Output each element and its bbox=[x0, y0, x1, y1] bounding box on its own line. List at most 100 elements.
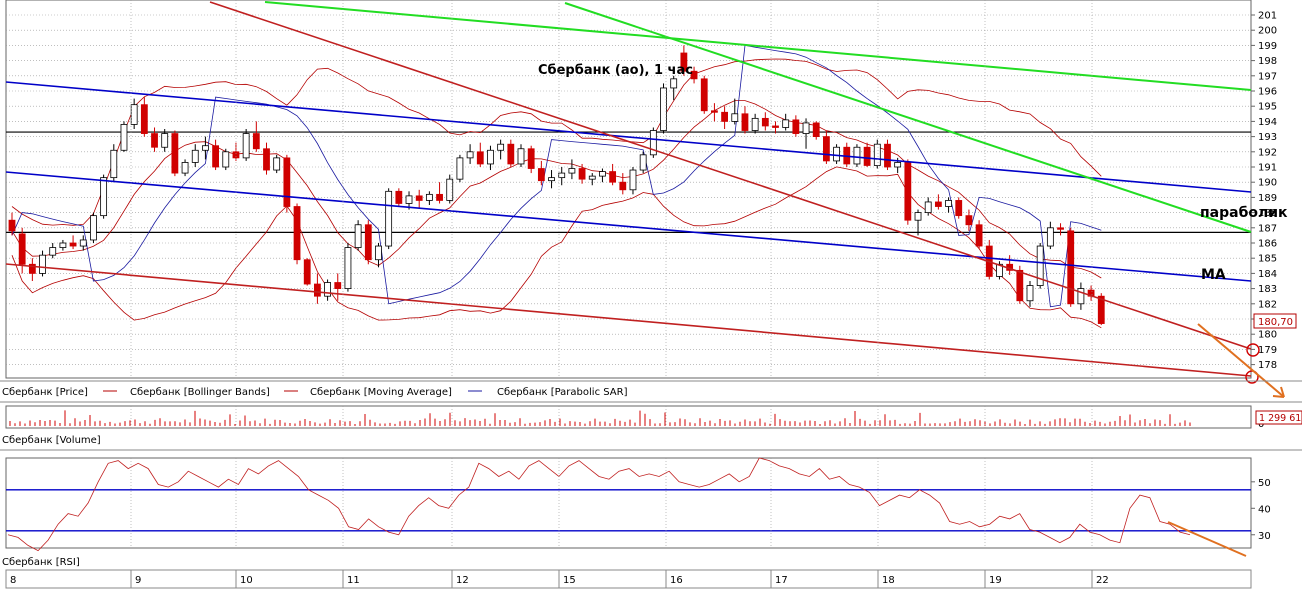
candle-body bbox=[344, 247, 352, 289]
price-panel-frame bbox=[5, 0, 1252, 379]
candle bbox=[161, 129, 169, 152]
candle-body bbox=[690, 70, 698, 80]
candle-body bbox=[660, 87, 667, 131]
trend-line-blue-lower bbox=[5, 171, 1252, 282]
candle-body bbox=[975, 224, 983, 247]
candle-body bbox=[700, 78, 708, 112]
candle-body bbox=[242, 133, 250, 159]
candle-body bbox=[578, 168, 586, 180]
candle bbox=[588, 173, 596, 186]
candle-body bbox=[191, 149, 199, 163]
candle bbox=[100, 174, 108, 219]
price-tick-label: 195 bbox=[1258, 102, 1277, 113]
candle bbox=[334, 273, 342, 301]
candle-body bbox=[232, 151, 240, 159]
candle-body bbox=[761, 117, 769, 127]
candle-body bbox=[283, 157, 291, 207]
candle bbox=[924, 197, 932, 216]
candle-body bbox=[934, 201, 942, 207]
candle-body bbox=[649, 130, 657, 156]
candle bbox=[1057, 223, 1064, 236]
candle-body bbox=[812, 122, 820, 137]
candle bbox=[884, 139, 891, 171]
price-panel[interactable]: 201 200 199 198 197 196 195 194 193 192 191 190 189 1… bbox=[5, 0, 1297, 398]
candle bbox=[476, 142, 484, 167]
candle bbox=[303, 258, 311, 286]
candle-body bbox=[222, 151, 230, 168]
legend-price: Сбербанк [Price] bbox=[2, 387, 88, 398]
annotation-parabolic: параболик bbox=[1200, 205, 1288, 221]
candle-body bbox=[385, 190, 393, 247]
candle bbox=[517, 144, 525, 167]
annotation-ma: MA bbox=[1201, 267, 1226, 283]
trend-line-green-upper bbox=[264, 1, 1252, 91]
volume-panel[interactable]: 0 1 299 614 Сбербанк [Volume] bbox=[0, 405, 1302, 451]
candle-body bbox=[313, 283, 321, 297]
price-tick-label: 200 bbox=[1258, 26, 1277, 37]
candle-body bbox=[873, 143, 881, 166]
candle bbox=[782, 113, 790, 131]
candle bbox=[527, 145, 535, 174]
candle bbox=[507, 139, 515, 167]
candle bbox=[232, 142, 240, 161]
candle-body bbox=[772, 125, 779, 128]
trend-line-green-lower bbox=[564, 2, 1252, 233]
candle bbox=[252, 121, 260, 152]
candle bbox=[171, 130, 179, 177]
candle bbox=[741, 106, 749, 134]
candle bbox=[497, 139, 505, 160]
candle bbox=[222, 148, 230, 171]
candle bbox=[59, 239, 67, 251]
candle bbox=[191, 144, 199, 167]
candle-body bbox=[639, 154, 647, 171]
candle bbox=[90, 212, 97, 243]
candle-body bbox=[405, 195, 413, 204]
candle bbox=[487, 145, 494, 171]
candle-body bbox=[863, 146, 871, 166]
date-axis: 8 9 10 11 12 15 16 17 18 19 22 bbox=[5, 0, 1252, 589]
candle bbox=[772, 121, 779, 134]
candle bbox=[873, 139, 881, 169]
candle-body bbox=[436, 193, 443, 201]
rsi-tick-label: 40 bbox=[1258, 504, 1271, 515]
volume-last-box bbox=[1255, 410, 1302, 425]
forecast-arrow bbox=[1197, 323, 1285, 398]
candle-body bbox=[161, 133, 169, 148]
candle-body bbox=[446, 178, 454, 201]
candle bbox=[700, 75, 708, 114]
candle bbox=[609, 163, 617, 186]
candle-body bbox=[303, 259, 311, 285]
candle-body bbox=[507, 143, 515, 165]
candle bbox=[456, 154, 464, 183]
candle bbox=[761, 112, 769, 131]
candle-body bbox=[375, 245, 382, 261]
candle-body bbox=[527, 148, 535, 169]
candle-body bbox=[517, 148, 525, 165]
price-tick-label: 184 bbox=[1258, 269, 1277, 280]
date-label: 16 bbox=[670, 575, 683, 586]
candle bbox=[568, 159, 576, 180]
candle bbox=[833, 144, 840, 164]
legend-volume: Сбербанк [Volume] bbox=[2, 435, 101, 446]
rsi-line bbox=[7, 457, 1191, 552]
price-tick-label: 193 bbox=[1258, 132, 1277, 143]
price-candles bbox=[8, 45, 1105, 326]
candle bbox=[69, 235, 77, 250]
price-tick-label: 185 bbox=[1258, 254, 1277, 265]
candle bbox=[1046, 221, 1054, 250]
candle bbox=[283, 154, 291, 213]
candle-body bbox=[568, 168, 576, 174]
candle-body bbox=[833, 146, 840, 162]
rsi-panel[interactable]: 50 40 30 Сбербанк [RSI] bbox=[2, 457, 1271, 568]
candle-body bbox=[181, 162, 189, 174]
candle bbox=[120, 121, 128, 152]
rsi-panel-frame bbox=[5, 457, 1252, 549]
candle bbox=[1077, 282, 1085, 310]
candle bbox=[375, 243, 382, 268]
candle bbox=[79, 235, 87, 251]
candle-body bbox=[1077, 288, 1085, 305]
legend-psar: Сбербанк [Parabolic SAR] bbox=[497, 387, 628, 398]
candle bbox=[293, 203, 301, 265]
